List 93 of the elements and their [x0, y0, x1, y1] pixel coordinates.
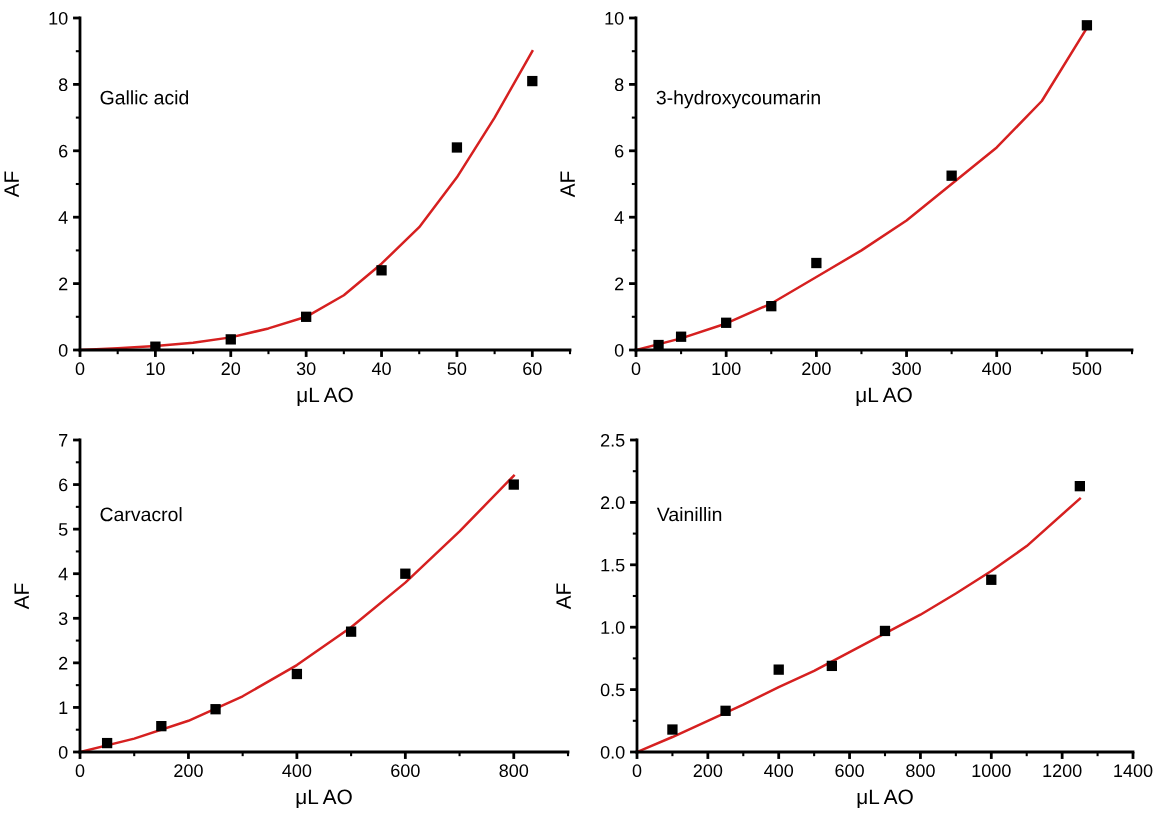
y-axis-title: AF: [560, 171, 575, 198]
y-tick-label: 2: [615, 277, 624, 291]
y-tick-label: 8: [58, 78, 68, 92]
point: [301, 311, 312, 322]
x-tick-label: 600: [391, 764, 420, 778]
x-tick-label: 200: [693, 764, 723, 778]
x-tick-label: 500: [1072, 362, 1102, 376]
point: [1081, 20, 1093, 31]
y-axis-title: AF: [4, 171, 19, 198]
x-tick-label: 400: [282, 764, 312, 778]
y-tick-label: 6: [59, 478, 68, 492]
point: [986, 574, 997, 585]
point: [345, 626, 357, 637]
line-series: [80, 474, 516, 752]
point: [653, 339, 664, 350]
x-tick-label: 800: [906, 764, 935, 778]
x-tick-label: 600: [835, 764, 864, 778]
y-tick-label: 3: [58, 612, 68, 626]
y-tick-label: 0: [58, 343, 68, 357]
point: [946, 170, 957, 181]
point: [667, 724, 678, 735]
point: [675, 331, 687, 342]
point: [225, 334, 236, 345]
x-tick-label: 0: [75, 764, 85, 778]
point: [210, 704, 221, 715]
y-tick-label: 6: [615, 144, 624, 158]
point: [773, 664, 784, 675]
point: [376, 265, 387, 276]
annotation: 3-hydroxycoumarin: [656, 90, 820, 109]
point: [451, 142, 463, 153]
point: [291, 668, 303, 680]
point: [720, 705, 731, 716]
x-tick-label: 400: [764, 764, 794, 778]
point: [879, 625, 891, 637]
y-tick-label: 0.5: [600, 683, 625, 697]
annotation: Gallic acid: [100, 90, 189, 105]
x-tick-label: 200: [802, 362, 831, 376]
y-tick-label: 4: [58, 211, 68, 224]
y-tick-label: 2: [59, 277, 68, 291]
point: [826, 660, 838, 672]
x-tick-label: 0: [632, 764, 642, 778]
x-tick-label: 60: [523, 362, 542, 376]
x-tick-label: 0: [631, 362, 641, 376]
y-tick-label: 10: [49, 11, 68, 25]
x-axis-title: μL AO: [856, 387, 912, 407]
x-tick-label: 1400: [1114, 764, 1153, 778]
y-tick-label: 7: [59, 434, 68, 447]
point: [400, 568, 411, 579]
y-axis-title: AF: [556, 583, 571, 610]
y-tick-label: 1.0: [601, 621, 625, 634]
x-axis-title: μL AO: [296, 789, 352, 809]
x-tick-label: 1200: [1043, 764, 1082, 778]
y-tick-label: 0.0: [600, 745, 625, 759]
point: [766, 301, 777, 312]
x-tick-label: 1000: [972, 764, 1011, 778]
x-tick-label: 200: [174, 764, 203, 778]
y-tick-label: 1.5: [601, 558, 625, 572]
point: [527, 75, 538, 87]
x-axis-title: μL AO: [857, 789, 913, 809]
x-tick-label: 300: [892, 362, 921, 376]
x-tick-label: 20: [221, 362, 241, 376]
point: [721, 317, 732, 328]
x-tick-label: 0: [75, 362, 85, 376]
x-tick-label: 10: [146, 362, 165, 376]
y-tick-label: 5: [58, 523, 68, 536]
y-tick-label: 1: [59, 701, 68, 714]
y-tick-label: 6: [59, 144, 68, 158]
x-tick-label: 50: [447, 362, 467, 376]
y-tick-label: 2.5: [601, 433, 625, 447]
y-tick-label: 10: [605, 11, 624, 25]
x-tick-label: 400: [982, 362, 1012, 376]
point: [156, 721, 167, 732]
point: [811, 257, 822, 269]
point: [1074, 481, 1086, 492]
x-tick-label: 40: [371, 362, 391, 376]
line-series: [637, 497, 1082, 752]
y-tick-label: 4: [614, 211, 624, 224]
point: [101, 737, 113, 749]
point: [508, 479, 519, 490]
y-tick-label: 2.0: [601, 496, 625, 510]
point: [150, 341, 161, 350]
x-axis-title: μL AO: [297, 387, 353, 407]
y-tick-label: 0: [58, 745, 68, 759]
y-tick-label: 2: [59, 656, 68, 670]
x-tick-label: 30: [296, 362, 316, 376]
y-tick-label: 0: [614, 343, 624, 357]
annotation: Vainillin: [656, 507, 722, 522]
y-tick-label: 8: [614, 78, 624, 92]
x-tick-label: 100: [712, 362, 741, 376]
x-tick-label: 800: [499, 764, 529, 778]
annotation: Carvacrol: [100, 507, 182, 522]
y-tick-label: 4: [58, 567, 68, 581]
y-axis-title: AF: [14, 583, 29, 610]
